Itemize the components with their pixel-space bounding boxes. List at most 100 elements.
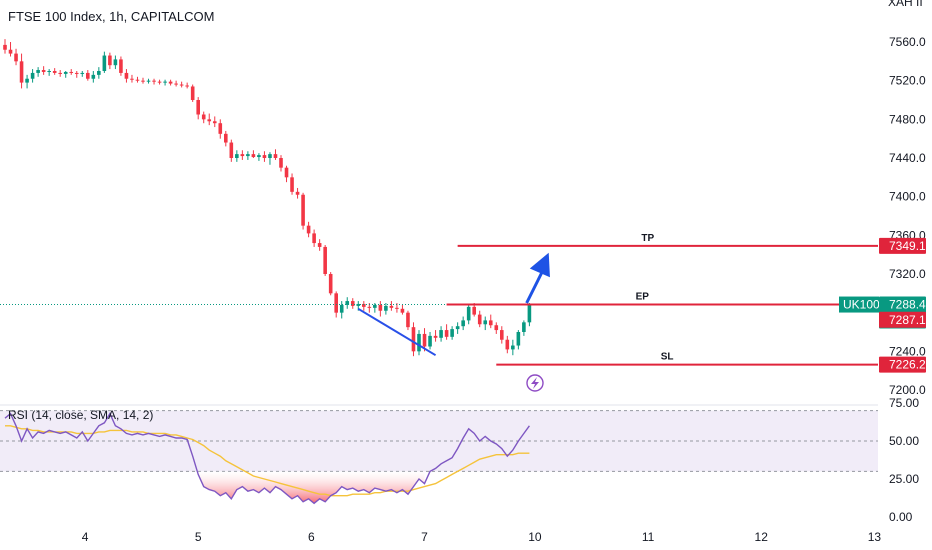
- candle[interactable]: [428, 332, 432, 350]
- candle[interactable]: [273, 149, 278, 160]
- candle[interactable]: [168, 79, 173, 86]
- candle[interactable]: [306, 221, 311, 238]
- candle[interactable]: [500, 326, 504, 344]
- candle[interactable]: [350, 298, 355, 309]
- candle[interactable]: [439, 326, 443, 342]
- candle[interactable]: [3, 39, 7, 54]
- candle[interactable]: [190, 84, 195, 102]
- candle[interactable]: [251, 150, 256, 158]
- drawings-layer[interactable]: TP EP SL: [0, 233, 878, 366]
- candle[interactable]: [19, 53, 24, 89]
- candle[interactable]: [378, 301, 383, 317]
- candle[interactable]: [268, 152, 272, 165]
- candle[interactable]: [433, 330, 438, 342]
- candle[interactable]: [130, 74, 134, 83]
- candle[interactable]: [384, 303, 388, 315]
- candle[interactable]: [494, 322, 499, 334]
- candle[interactable]: [113, 55, 118, 70]
- candle[interactable]: [14, 48, 18, 66]
- candle[interactable]: [522, 320, 526, 336]
- candle[interactable]: [527, 303, 532, 327]
- candle[interactable]: [417, 330, 421, 356]
- candle[interactable]: [41, 66, 46, 75]
- candle[interactable]: [235, 150, 239, 162]
- candle[interactable]: [323, 245, 327, 276]
- candle[interactable]: [52, 68, 57, 75]
- candle[interactable]: [97, 67, 101, 79]
- candle[interactable]: [63, 71, 68, 78]
- candle[interactable]: [505, 335, 510, 354]
- candle[interactable]: [317, 239, 322, 251]
- candle[interactable]: [74, 71, 79, 78]
- candle[interactable]: [339, 301, 344, 319]
- candle[interactable]: [284, 165, 289, 183]
- candle[interactable]: [163, 79, 167, 86]
- candle[interactable]: [201, 111, 206, 124]
- candle[interactable]: [406, 310, 410, 331]
- candle[interactable]: [461, 316, 465, 331]
- candle[interactable]: [516, 330, 521, 350]
- candle[interactable]: [328, 272, 333, 296]
- candle[interactable]: [246, 151, 250, 160]
- candle[interactable]: [80, 71, 85, 77]
- candle[interactable]: [362, 301, 366, 311]
- candle[interactable]: [488, 314, 493, 329]
- candle[interactable]: [229, 139, 234, 162]
- candle[interactable]: [224, 130, 228, 147]
- candle[interactable]: [301, 192, 305, 230]
- candle[interactable]: [477, 310, 482, 328]
- candle[interactable]: [30, 69, 35, 83]
- trend-line[interactable]: [357, 307, 437, 357]
- candle[interactable]: [69, 69, 74, 75]
- candle[interactable]: [483, 316, 488, 331]
- candle[interactable]: [295, 187, 300, 199]
- candle[interactable]: [262, 151, 267, 162]
- candle[interactable]: [450, 326, 454, 340]
- candle[interactable]: [196, 97, 200, 120]
- candle[interactable]: [179, 81, 184, 88]
- candle[interactable]: [345, 297, 350, 309]
- candle[interactable]: [25, 74, 29, 89]
- bid-tag[interactable]: 7287.1: [879, 311, 926, 328]
- candle[interactable]: [157, 79, 162, 85]
- candle[interactable]: [36, 67, 40, 77]
- candle[interactable]: [455, 322, 460, 334]
- candle[interactable]: [207, 113, 212, 126]
- candle[interactable]: [135, 76, 140, 83]
- candle[interactable]: [400, 304, 405, 315]
- candle[interactable]: [212, 116, 217, 128]
- candle[interactable]: [47, 69, 51, 76]
- candle[interactable]: [185, 82, 189, 89]
- alert-button[interactable]: [526, 374, 544, 392]
- candle[interactable]: [240, 150, 245, 160]
- candle[interactable]: [218, 119, 223, 139]
- candle[interactable]: [91, 71, 96, 83]
- level-tag-tp[interactable]: [879, 237, 926, 254]
- candle[interactable]: [108, 52, 112, 70]
- candle[interactable]: [411, 322, 416, 357]
- candles-layer[interactable]: [3, 39, 532, 357]
- symbol-tag[interactable]: UK100: [839, 296, 880, 313]
- candle[interactable]: [141, 77, 145, 84]
- level-tag-sl[interactable]: [879, 356, 926, 373]
- candle[interactable]: [444, 324, 449, 340]
- candle[interactable]: [86, 70, 90, 81]
- candle[interactable]: [8, 42, 13, 57]
- candle[interactable]: [257, 153, 261, 161]
- candle[interactable]: [152, 78, 156, 85]
- candle[interactable]: [102, 51, 107, 73]
- candle[interactable]: [279, 155, 283, 172]
- candle[interactable]: [511, 339, 515, 356]
- arrow-head[interactable]: [529, 252, 550, 278]
- candle[interactable]: [119, 56, 123, 76]
- candle[interactable]: [290, 173, 294, 195]
- candle[interactable]: [124, 69, 129, 83]
- candle[interactable]: [389, 301, 394, 311]
- candle[interactable]: [174, 80, 178, 87]
- candle[interactable]: [312, 229, 316, 247]
- candle[interactable]: [58, 70, 62, 77]
- candle[interactable]: [466, 304, 471, 325]
- candle[interactable]: [146, 78, 151, 84]
- candle[interactable]: [373, 303, 377, 313]
